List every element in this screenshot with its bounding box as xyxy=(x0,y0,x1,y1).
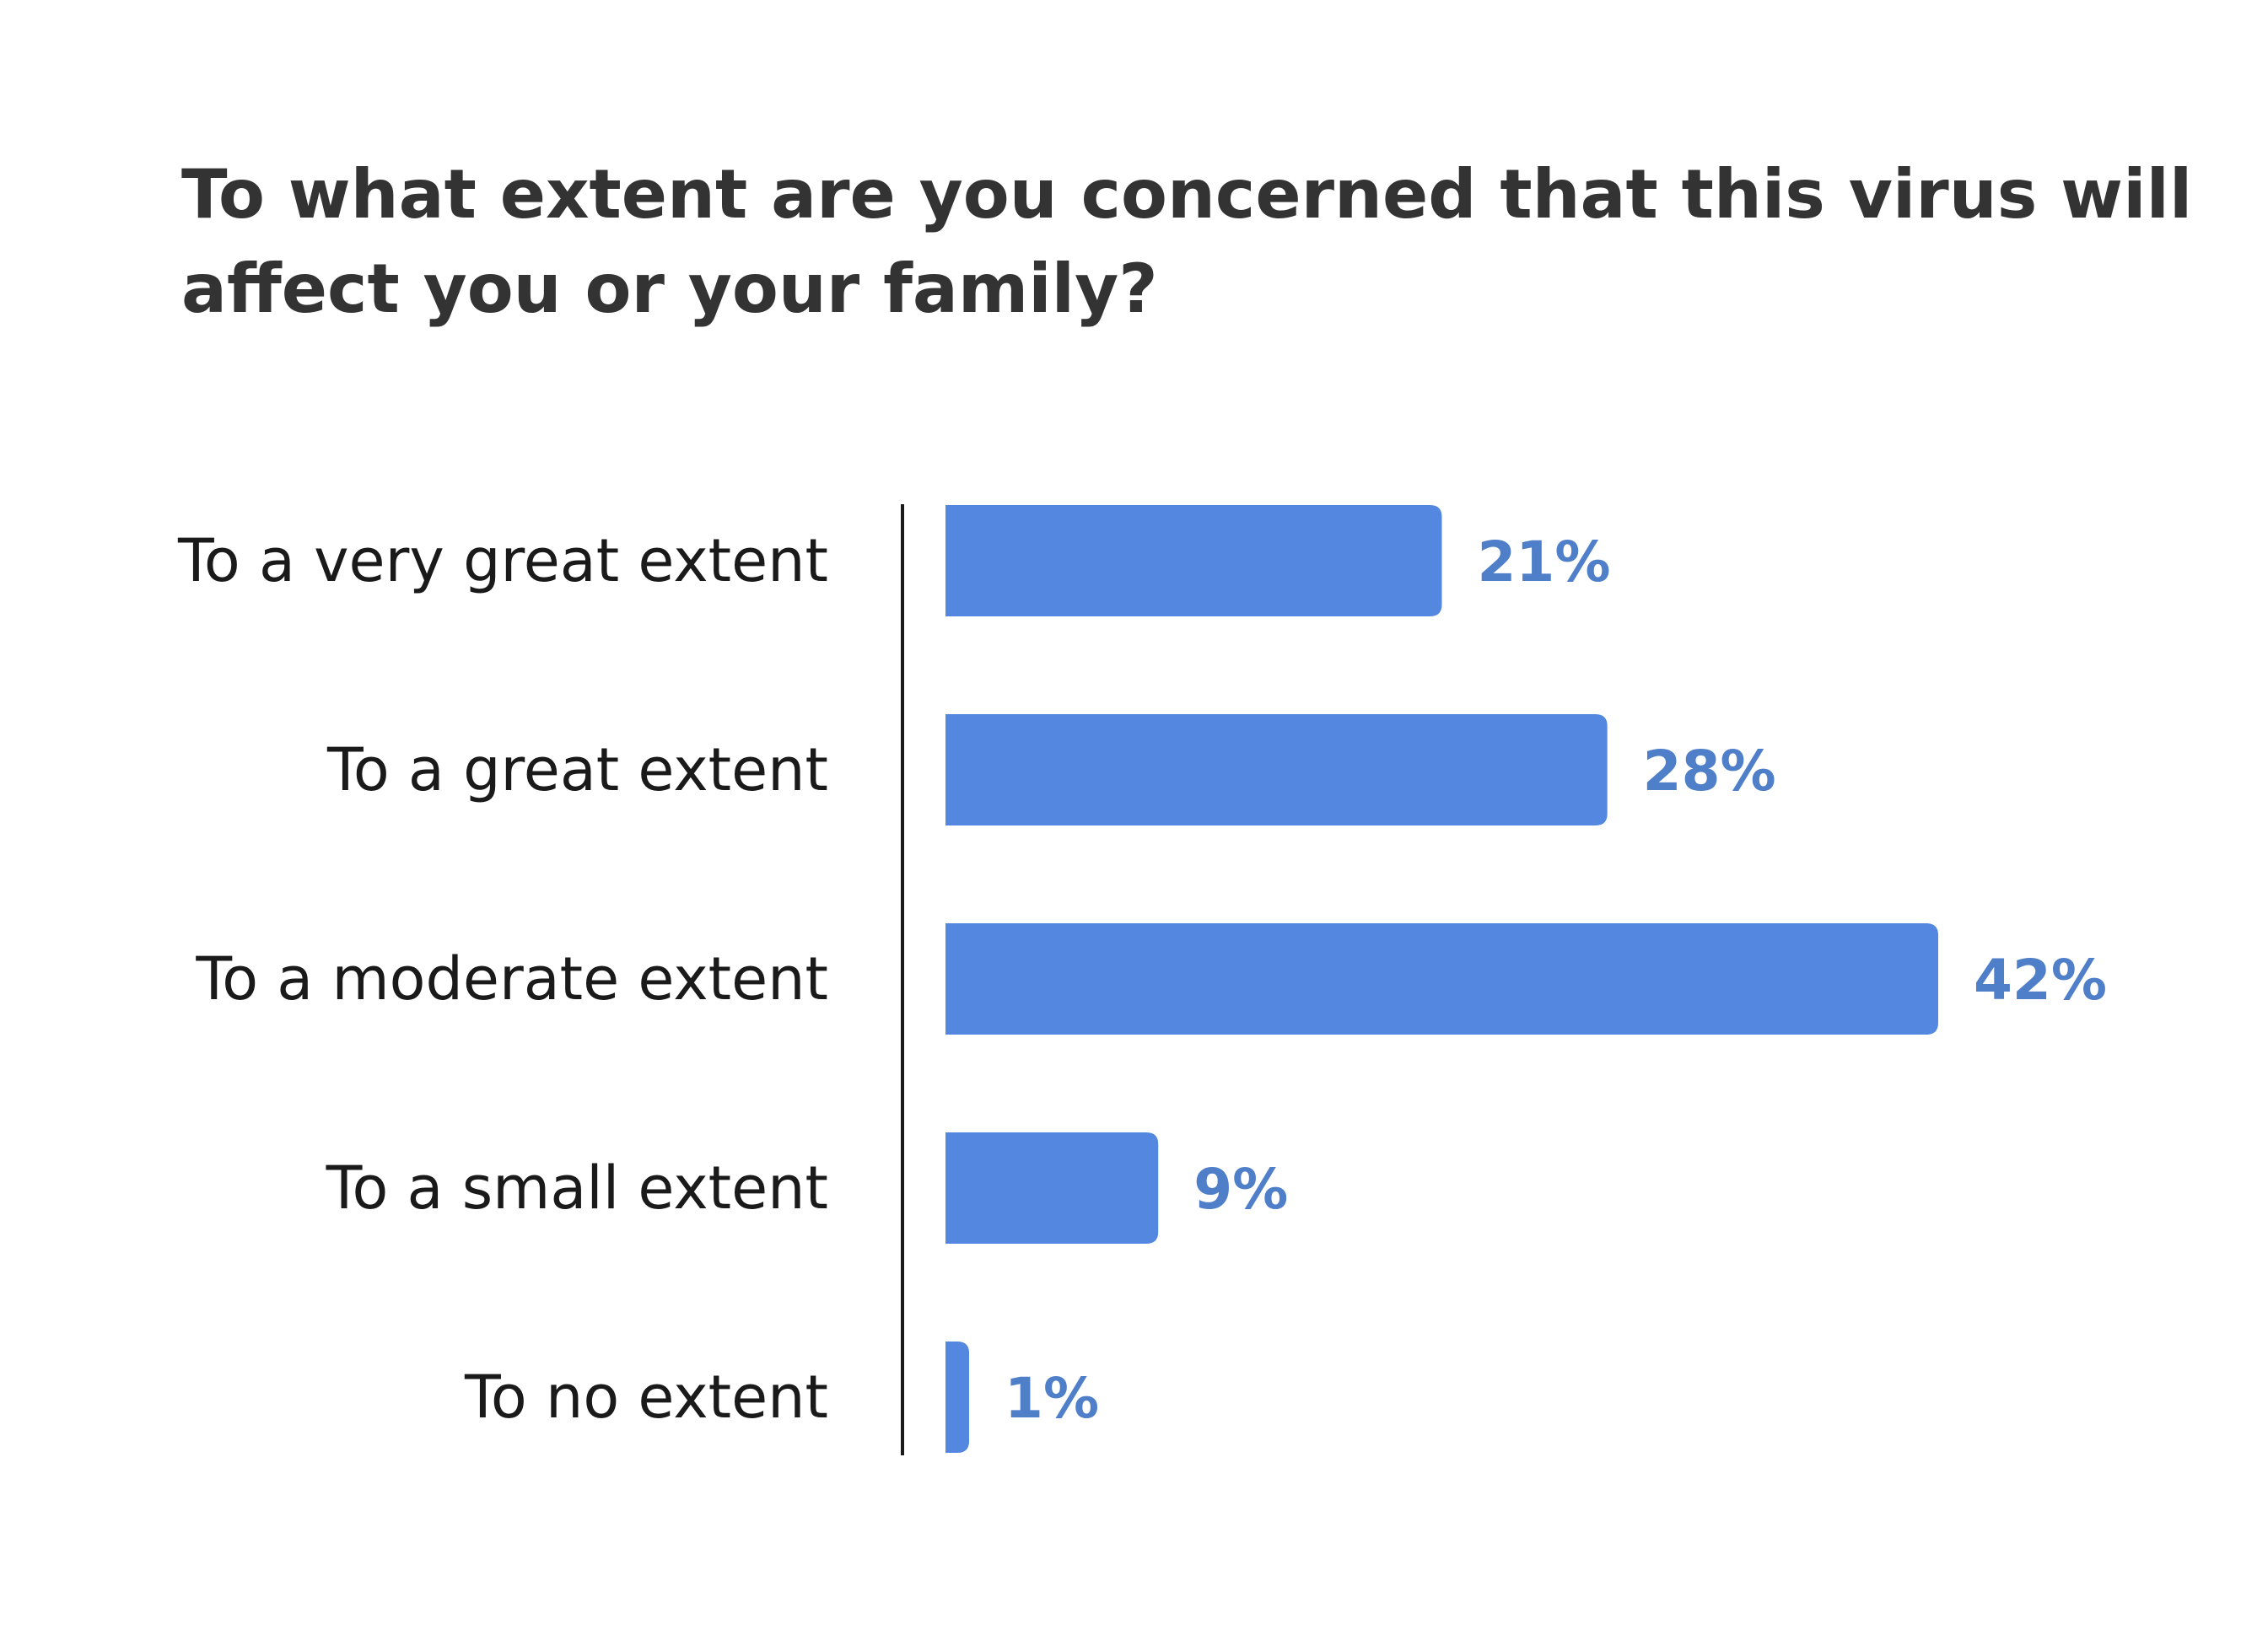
value-labels: 21% 28% 42% 9% 1% xyxy=(1005,530,2107,1431)
category-label-0: To a very great extent xyxy=(177,526,828,595)
category-label-3: To a small extent xyxy=(326,1153,828,1223)
category-labels: To a very great extent To a great extent T… xyxy=(177,526,828,1432)
category-label-4: To no extent xyxy=(464,1363,828,1432)
bar-3 xyxy=(945,1132,1159,1244)
chart-title-line-2: affect you or your family? xyxy=(181,250,1158,328)
value-label-2: 42% xyxy=(1974,948,2107,1013)
chart-title: To what extent are you concerned that th… xyxy=(181,155,2192,328)
category-label-1: To a great extent xyxy=(326,735,828,804)
chart-title-line-1: To what extent are you concerned that th… xyxy=(181,155,2192,234)
bar-4 xyxy=(945,1342,970,1453)
value-label-4: 1% xyxy=(1005,1366,1099,1431)
bar-1 xyxy=(945,714,1608,825)
value-label-1: 28% xyxy=(1643,739,1776,804)
category-label-2: To a moderate extent xyxy=(195,944,828,1014)
bar-2 xyxy=(945,923,1938,1035)
bars-group xyxy=(945,505,1938,1453)
value-label-3: 9% xyxy=(1193,1157,1288,1222)
value-label-0: 21% xyxy=(1478,530,1611,594)
bar-0 xyxy=(945,505,1442,616)
